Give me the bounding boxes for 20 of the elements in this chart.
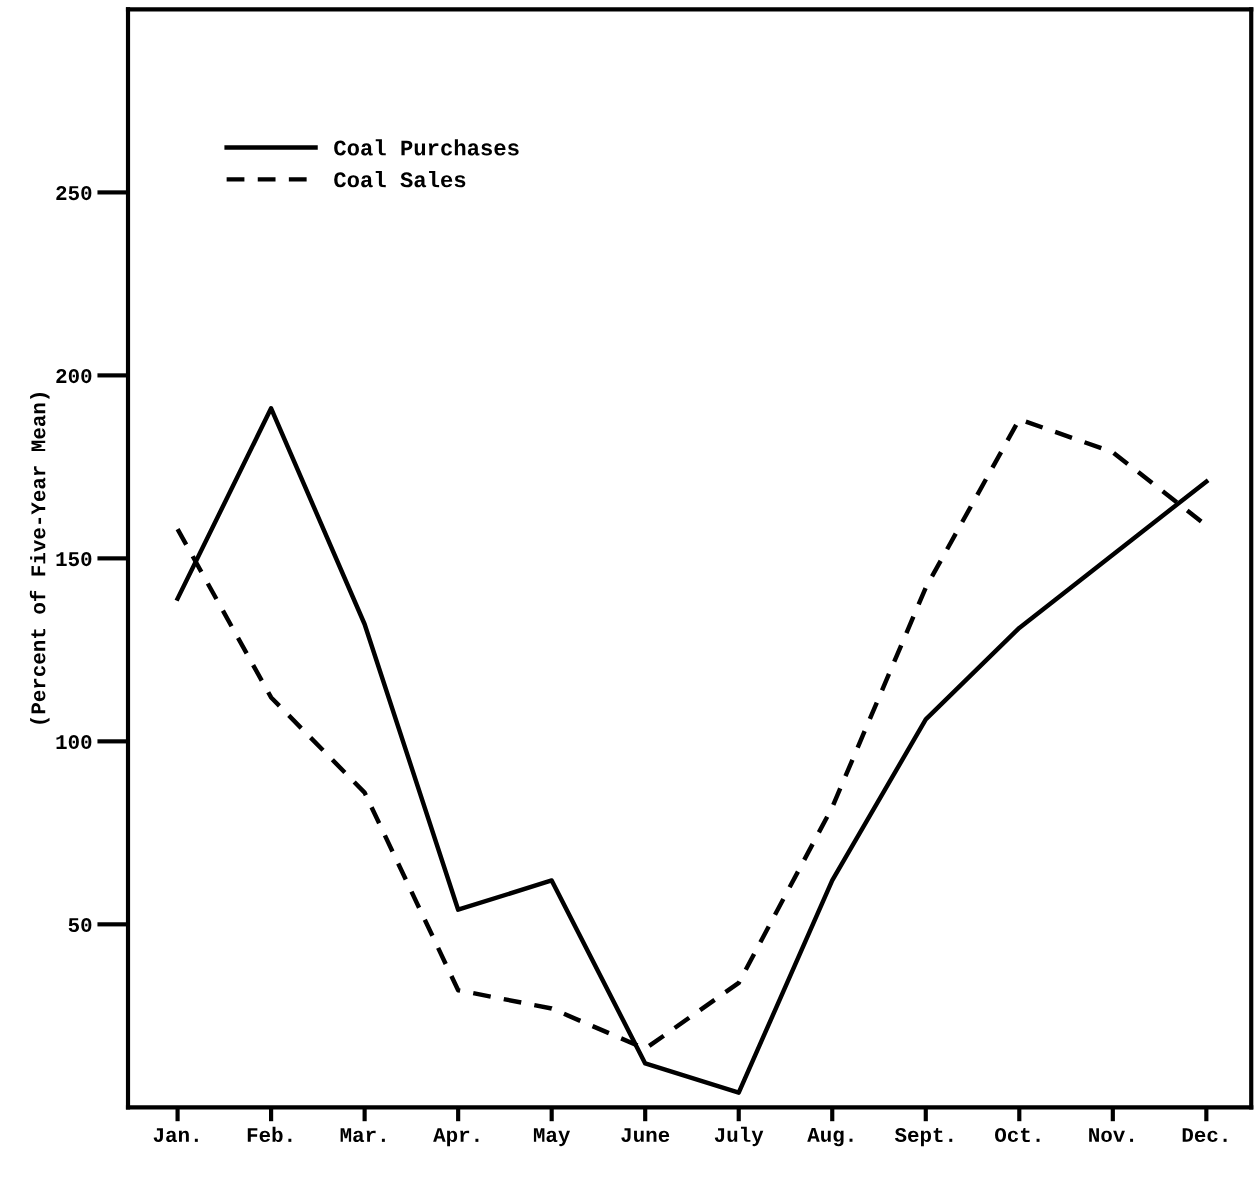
x-tick-label: Mar.	[340, 1128, 385, 1143]
x-tick-label: Apr.	[433, 1128, 479, 1147]
legend-label: Coal Purchases	[334, 139, 519, 156]
x-tick-label: Dec.	[1182, 1128, 1227, 1143]
x-tick-label: June	[621, 1128, 670, 1143]
x-tick-label: Feb.	[247, 1126, 292, 1143]
y-tick-label: 100	[56, 734, 92, 750]
y-axis-title: (Percent of Five-Year Mean)	[29, 393, 50, 724]
y-tick-label: 250	[56, 186, 92, 201]
x-tick-label: July	[714, 1126, 764, 1147]
y-tick-label: 50	[68, 917, 92, 933]
x-tick-label: Oct.	[995, 1127, 1040, 1143]
x-tick-label: Aug.	[807, 1128, 853, 1147]
y-tick-label: 150	[56, 551, 92, 567]
x-tick-label: May	[533, 1128, 571, 1147]
x-tick-label: Nov.	[1089, 1128, 1134, 1143]
x-tick-label: Sept.	[894, 1127, 953, 1147]
legend-label: Coal Sales	[334, 171, 466, 188]
y-tick-label: 200	[56, 369, 92, 384]
x-tick-label: Jan.	[153, 1128, 198, 1143]
